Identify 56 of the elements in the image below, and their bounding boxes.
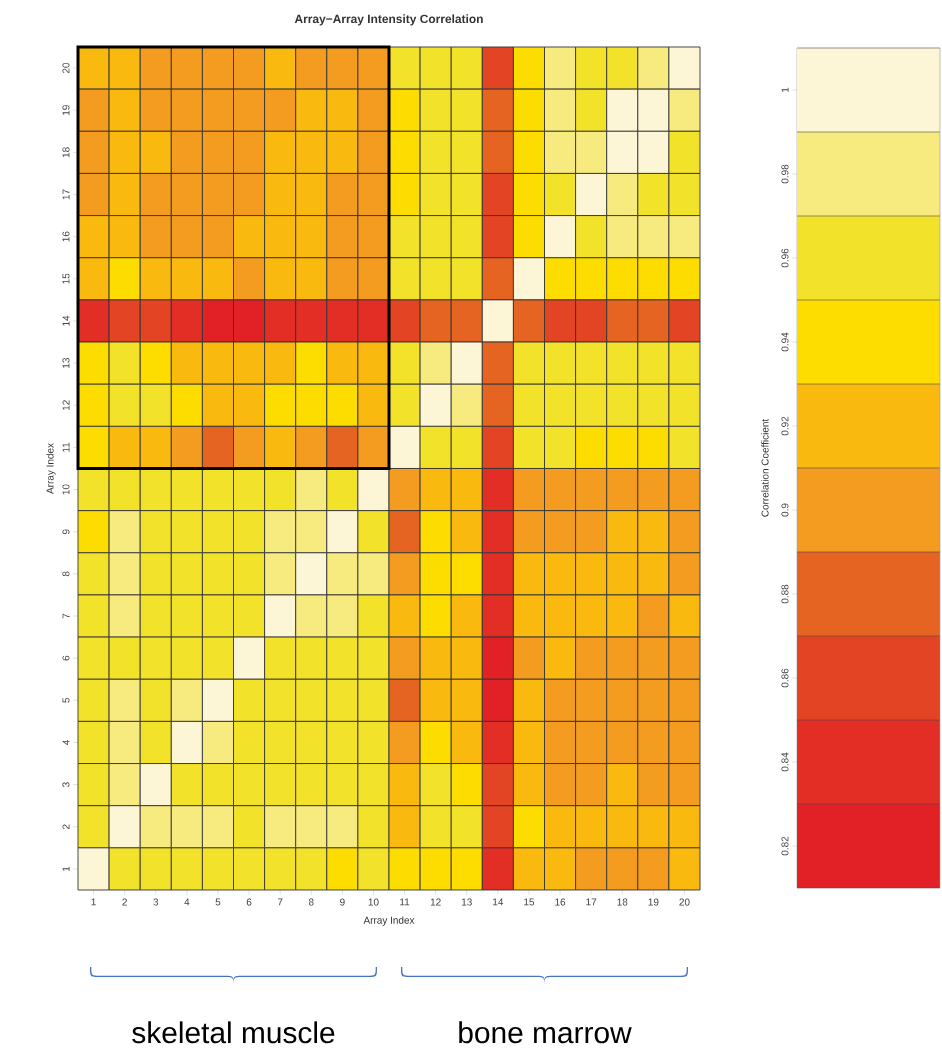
x-tick-label: 9 xyxy=(340,898,345,906)
color-bar-label: 0.88 xyxy=(781,584,789,604)
text: bone marrow xyxy=(459,1021,632,1044)
x-tick-label: 16 xyxy=(555,898,566,906)
y-tick-label: 2 xyxy=(62,824,70,830)
y-tick-label: 9 xyxy=(62,529,70,535)
x-tick-label: 15 xyxy=(524,898,535,906)
x-tick-label: 5 xyxy=(215,898,221,906)
y-tick-label: 10 xyxy=(62,484,70,495)
chart-title: Array−Array Intensity Correlation xyxy=(294,14,483,26)
y-tick-label: 12 xyxy=(62,400,70,411)
x-tick-label: 6 xyxy=(246,898,252,906)
y-tick-label: 5 xyxy=(62,697,70,703)
y-tick-label: 15 xyxy=(62,273,70,284)
color-bar-label: 0.94 xyxy=(781,332,789,352)
color-bar-label: 0.92 xyxy=(781,416,789,436)
y-tick-label: 19 xyxy=(62,105,70,115)
x-tick-label: 20 xyxy=(679,898,690,906)
y-tick-label: 11 xyxy=(62,442,70,452)
x-tick-label: 2 xyxy=(122,898,127,906)
y-tick-label: 14 xyxy=(62,315,70,326)
x-tick-label: 1 xyxy=(91,898,96,906)
y-tick-label: 13 xyxy=(62,358,70,368)
y-tick-label: 8 xyxy=(62,571,70,577)
x-tick-label: 14 xyxy=(493,898,504,906)
x-tick-label: 19 xyxy=(648,898,659,906)
x-tick-label: 4 xyxy=(184,898,190,906)
color-bar-label: 0.86 xyxy=(781,668,789,688)
x-tick-label: 7 xyxy=(277,898,283,906)
y-tick-label: 7 xyxy=(62,613,70,619)
x-tick-label: 10 xyxy=(368,898,379,906)
color-bar-title: Correlation Coefficient xyxy=(761,418,769,517)
text: skeletal muscle xyxy=(132,1021,335,1044)
y-tick-label: 20 xyxy=(62,62,70,74)
x-axis-title: Array Index xyxy=(363,916,415,926)
x-tick-label: 3 xyxy=(153,898,159,906)
y-tick-label: 6 xyxy=(62,655,70,661)
y-tick-label: 4 xyxy=(62,739,70,746)
x-tick-label: 17 xyxy=(586,898,597,906)
x-tick-label: 8 xyxy=(308,898,314,906)
y-tick-label: 18 xyxy=(62,147,70,158)
y-tick-label: 3 xyxy=(62,782,70,788)
y-tick-label: 16 xyxy=(62,231,70,242)
color-bar-label: 0.82 xyxy=(781,836,789,856)
color-bar-label: 0.98 xyxy=(781,164,789,184)
x-tick-label: 11 xyxy=(400,898,410,906)
x-tick-label: 12 xyxy=(430,898,441,906)
color-bar-label: 0.84 xyxy=(781,752,789,772)
x-tick-label: 18 xyxy=(617,898,628,906)
y-tick-label: 1 xyxy=(62,866,70,871)
color-bar-label: 0.9 xyxy=(781,503,789,517)
color-bar-label: 0.96 xyxy=(781,248,789,268)
color-bar-label: 1 xyxy=(781,87,789,92)
y-tick-label: 17 xyxy=(62,189,70,200)
x-tick-label: 13 xyxy=(461,898,472,906)
y-axis-title: Array Index xyxy=(46,443,56,494)
